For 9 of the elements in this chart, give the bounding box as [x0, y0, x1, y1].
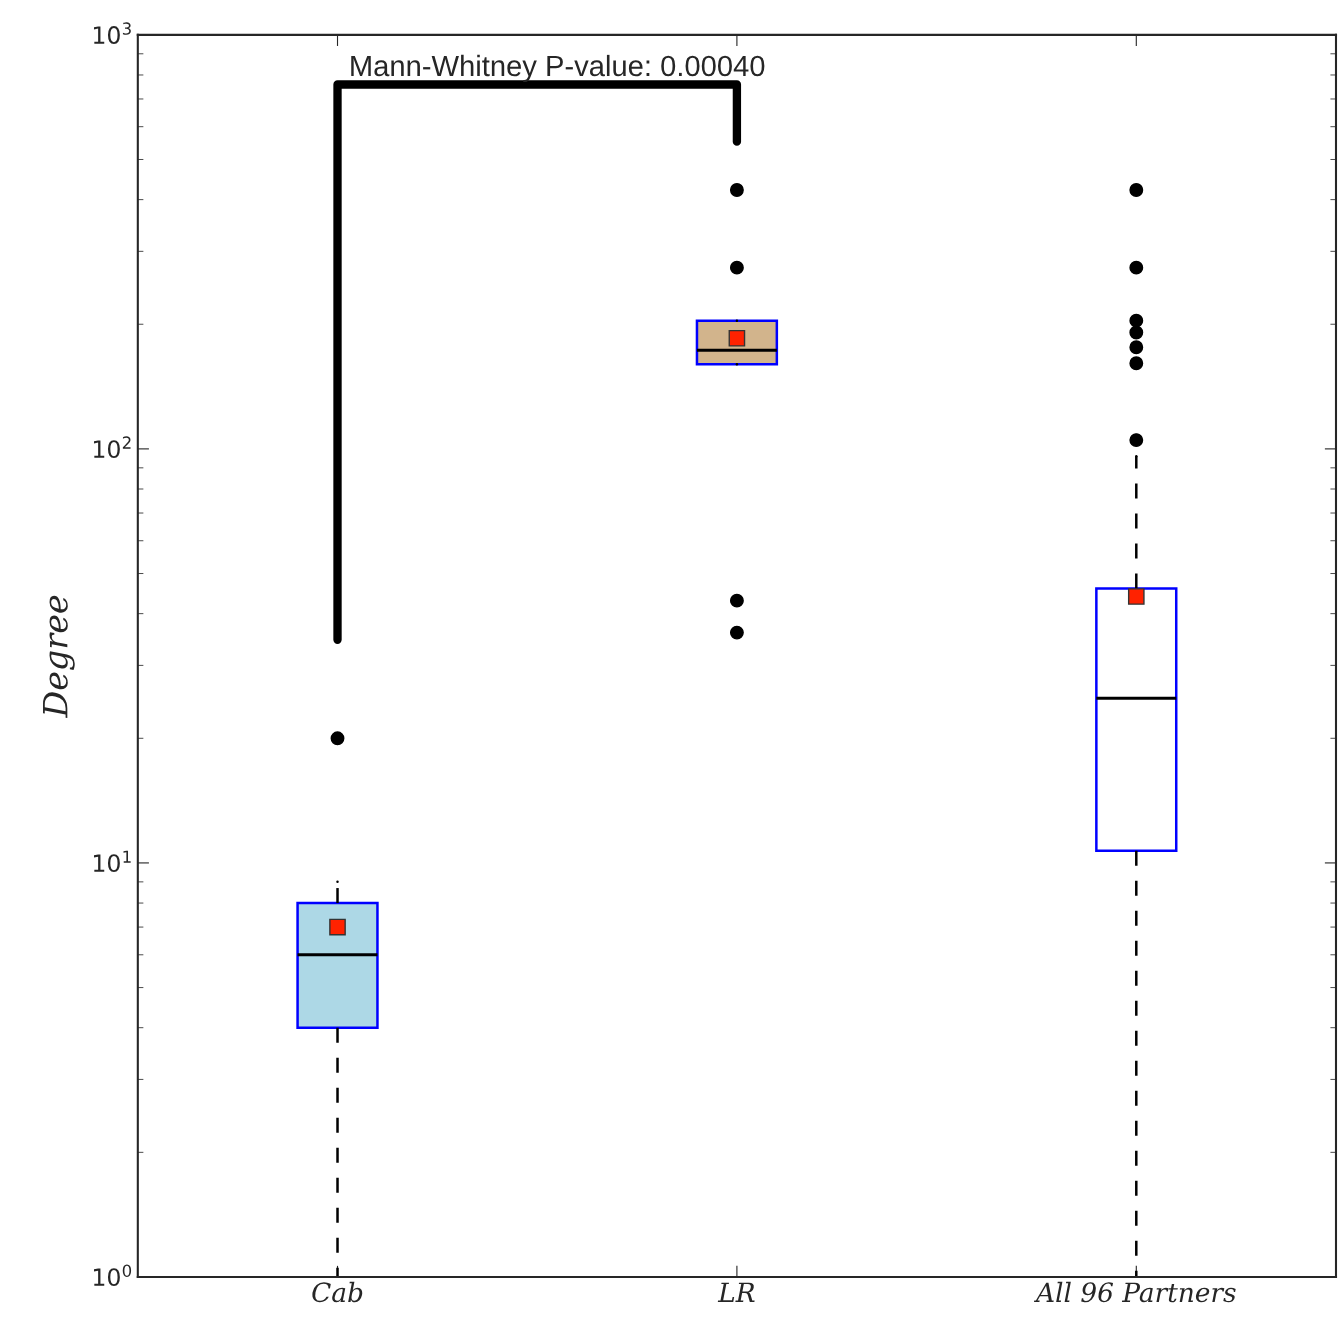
x-tick-label: LR — [717, 1282, 755, 1302]
x-tick-label: Cab — [312, 1281, 363, 1303]
y-tick-label: 10$^{3}$ — [93, 22, 131, 44]
y-axis-title: Degree — [43, 595, 75, 718]
annotation: Mann-Whitney P-value: 0.00040 — [351, 54, 765, 83]
x-tick-label: All 96 Partners — [1033, 1281, 1236, 1303]
y-tick-label: 10$^{1}$ — [93, 850, 131, 873]
y-tick-label: 10$^{0}$ — [93, 1264, 132, 1287]
y-tick-label: 10$^{2}$ — [93, 436, 131, 459]
